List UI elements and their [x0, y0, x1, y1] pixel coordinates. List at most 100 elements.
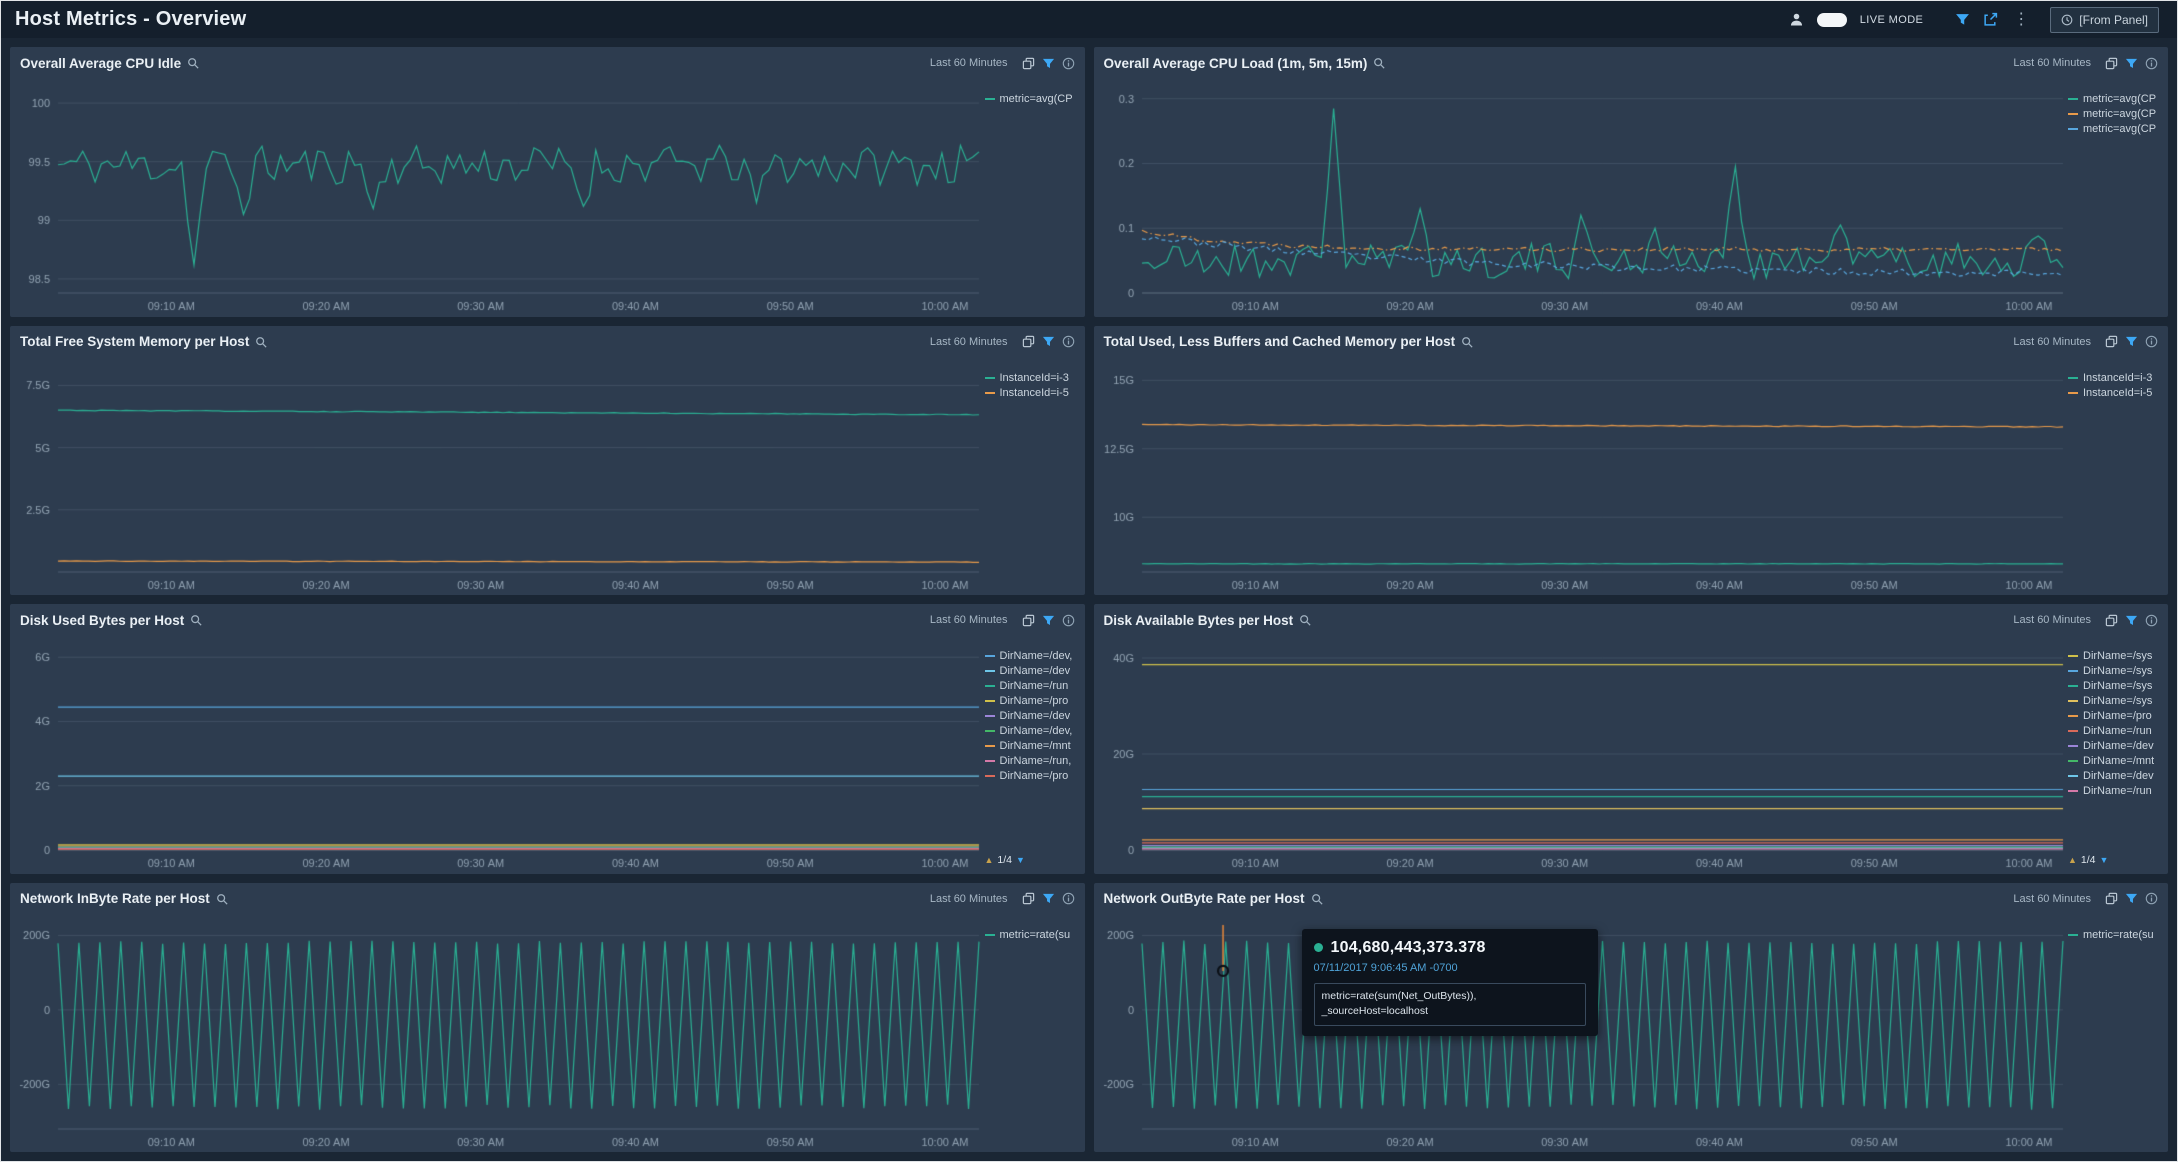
info-icon[interactable] [2145, 614, 2158, 627]
chart-canvas[interactable] [10, 914, 983, 1152]
legend-item[interactable]: DirName=/sys [2068, 665, 2168, 677]
chart-area[interactable]: 104,680,443,373.378 07/11/2017 9:06:45 AM… [1093, 914, 2067, 1152]
legend-item[interactable]: DirName=/sys [2068, 680, 2168, 692]
legend-item[interactable]: metric=avg(CP [2068, 93, 2168, 105]
chart-area[interactable] [1093, 636, 2067, 874]
panel-header: Disk Available Bytes per Host Last 60 Mi… [1094, 604, 2169, 636]
filter-icon[interactable] [1042, 614, 1055, 627]
info-icon[interactable] [1062, 614, 1075, 627]
legend-item[interactable]: DirName=/dev [2068, 740, 2168, 752]
chart-area[interactable] [10, 79, 983, 317]
copy-icon[interactable] [2105, 57, 2118, 70]
chart-canvas[interactable] [1093, 357, 2067, 595]
page-down-icon[interactable]: ▼ [1016, 854, 1025, 865]
user-icon[interactable] [1789, 12, 1804, 27]
filter-icon[interactable] [1042, 57, 1055, 70]
legend-item[interactable]: DirName=/dev [984, 710, 1085, 722]
chart-canvas[interactable] [1093, 79, 2067, 317]
legend-item[interactable]: DirName=/dev, [984, 725, 1085, 737]
panel-title[interactable]: Disk Used Bytes per Host [20, 612, 185, 628]
magnifier-icon[interactable] [190, 614, 202, 626]
filter-icon[interactable] [1042, 335, 1055, 348]
legend-item[interactable]: DirName=/run [2068, 785, 2168, 797]
panel-title[interactable]: Total Used, Less Buffers and Cached Memo… [1103, 334, 1456, 349]
info-icon[interactable] [2145, 57, 2158, 70]
live-mode-toggle[interactable] [1816, 12, 1847, 27]
copy-icon[interactable] [1022, 335, 1035, 348]
legend-item[interactable]: metric=avg(CP [2068, 123, 2168, 135]
share-icon[interactable] [1983, 12, 1998, 27]
legend-swatch [2068, 775, 2078, 777]
panel-title[interactable]: Overall Average CPU Load (1m, 5m, 15m) [1103, 55, 1368, 71]
info-icon[interactable] [2145, 892, 2158, 905]
chart-area[interactable] [10, 636, 983, 874]
legend-item[interactable]: DirName=/pro [2068, 710, 2168, 722]
copy-icon[interactable] [2105, 614, 2118, 627]
page-down-icon[interactable]: ▼ [2099, 854, 2109, 865]
legend-item[interactable]: DirName=/pro [984, 695, 1085, 707]
legend-item[interactable]: DirName=/dev [2068, 770, 2168, 782]
panel-title[interactable]: Network InByte Rate per Host [20, 891, 210, 906]
copy-icon[interactable] [1022, 892, 1035, 905]
chart-canvas[interactable] [10, 636, 983, 874]
chart-area[interactable] [10, 357, 983, 595]
legend-item[interactable]: DirName=/sys [2068, 650, 2168, 662]
panel-disk-used: Disk Used Bytes per Host Last 60 Minutes… [10, 604, 1085, 874]
legend-swatch [984, 670, 995, 672]
tooltip-query: metric=rate(sum(Net_OutBytes)), _sourceH… [1313, 982, 1586, 1026]
legend-item[interactable]: DirName=/dev, [984, 650, 1085, 662]
magnifier-icon[interactable] [1373, 57, 1385, 69]
chart-canvas[interactable] [10, 357, 983, 595]
chart-area[interactable] [1093, 357, 2067, 595]
copy-icon[interactable] [2105, 892, 2118, 905]
legend-item[interactable]: DirName=/run, [984, 755, 1085, 767]
legend-item[interactable]: InstanceId=i-5 [984, 387, 1085, 399]
copy-icon[interactable] [1022, 57, 1035, 70]
legend-item[interactable]: DirName=/pro [984, 770, 1085, 782]
legend-swatch [984, 685, 995, 687]
page-up-icon[interactable]: ▲ [984, 854, 994, 865]
magnifier-icon[interactable] [187, 57, 199, 69]
legend-item[interactable]: metric=avg(CP [2068, 108, 2168, 120]
legend-item[interactable]: DirName=/run [984, 680, 1085, 692]
chart-area[interactable] [10, 914, 983, 1152]
info-icon[interactable] [1062, 57, 1075, 70]
filter-icon[interactable] [2125, 57, 2138, 70]
panel-title[interactable]: Total Free System Memory per Host [20, 334, 250, 349]
magnifier-icon[interactable] [1311, 893, 1323, 905]
panel-title[interactable]: Overall Average CPU Idle [20, 55, 182, 71]
copy-icon[interactable] [1022, 614, 1035, 627]
magnifier-icon[interactable] [1461, 336, 1473, 348]
info-icon[interactable] [1062, 892, 1075, 905]
legend-item[interactable]: InstanceId=i-3 [984, 372, 1085, 384]
legend-item[interactable]: DirName=/mnt [984, 740, 1085, 752]
legend-item[interactable]: metric=avg(CP [984, 93, 1085, 105]
legend-item[interactable]: InstanceId=i-5 [2068, 387, 2168, 399]
from-panel-button[interactable]: [From Panel] [2050, 6, 2159, 33]
info-icon[interactable] [1062, 335, 1075, 348]
panel-title[interactable]: Network OutByte Rate per Host [1103, 891, 1305, 906]
legend-item[interactable]: metric=rate(su [2068, 929, 2168, 941]
legend-item[interactable]: DirName=/sys [2068, 695, 2168, 707]
panel-title[interactable]: Disk Available Bytes per Host [1103, 612, 1294, 628]
filter-icon[interactable] [1042, 892, 1055, 905]
copy-icon[interactable] [2105, 335, 2118, 348]
magnifier-icon[interactable] [255, 336, 267, 348]
legend-item[interactable]: DirName=/dev [984, 665, 1085, 677]
page-up-icon[interactable]: ▲ [2068, 854, 2077, 865]
legend-item[interactable]: DirName=/mnt [2068, 755, 2168, 767]
chart-area[interactable] [1093, 79, 2067, 317]
legend-item[interactable]: InstanceId=i-3 [2068, 372, 2168, 384]
filter-icon[interactable] [2125, 892, 2138, 905]
filter-icon[interactable] [2125, 614, 2138, 627]
kebab-menu-icon[interactable]: ⋮ [2013, 10, 2030, 28]
filter-icon[interactable] [2125, 335, 2138, 348]
filter-icon[interactable] [1955, 12, 1970, 27]
chart-canvas[interactable] [1093, 636, 2067, 874]
magnifier-icon[interactable] [216, 893, 228, 905]
legend-item[interactable]: DirName=/run [2068, 725, 2168, 737]
chart-canvas[interactable] [10, 79, 983, 317]
magnifier-icon[interactable] [1299, 614, 1311, 626]
info-icon[interactable] [2145, 335, 2158, 348]
legend-item[interactable]: metric=rate(su [984, 929, 1085, 941]
